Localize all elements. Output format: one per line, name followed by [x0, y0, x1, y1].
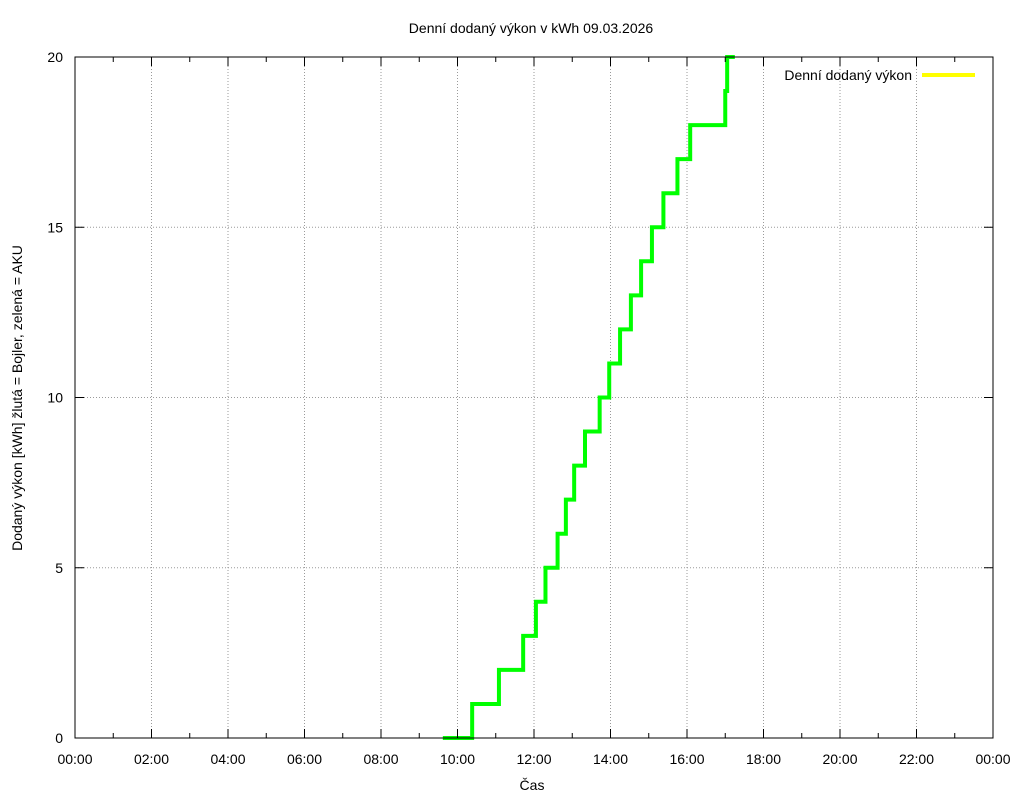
y-tick-label: 5: [55, 560, 63, 576]
x-tick-label: 00:00: [975, 751, 1010, 767]
x-tick-label: 02:00: [134, 751, 169, 767]
legend: Denní dodaný výkon: [784, 67, 975, 83]
y-axis-label: Dodaný výkon [kWh] žlutá = Bojler, zelen…: [9, 245, 25, 551]
x-axis-label: Čas: [520, 777, 545, 793]
x-tick-label: 06:00: [287, 751, 322, 767]
legend-label: Denní dodaný výkon: [784, 67, 912, 83]
y-tick-label: 15: [47, 219, 63, 235]
x-tick-label: 14:00: [593, 751, 628, 767]
x-tick-label: 00:00: [57, 751, 92, 767]
axis-ticks: [74, 56, 994, 739]
y-tick-label: 10: [47, 390, 63, 406]
x-tick-label: 22:00: [899, 751, 934, 767]
tick-labels: 00:00 02:00 04:00 06:00 08:00 10:00 12:00 14:00…: [47, 49, 1010, 767]
y-tick-label: 0: [55, 730, 63, 746]
chart-title: Denní dodaný výkon v kWh 09.03.2026: [409, 20, 654, 36]
x-tick-label: 10:00: [440, 751, 475, 767]
grid-lines: [75, 57, 993, 738]
y-tick-label: 20: [47, 49, 63, 65]
series-layer: [442, 55, 735, 740]
x-tick-label: 12:00: [516, 751, 551, 767]
x-tick-label: 08:00: [363, 751, 398, 767]
x-tick-label: 04:00: [210, 751, 245, 767]
x-tick-label: 16:00: [669, 751, 704, 767]
x-tick-label: 20:00: [822, 751, 857, 767]
series-line: [442, 55, 735, 740]
x-tick-label: 18:00: [746, 751, 781, 767]
